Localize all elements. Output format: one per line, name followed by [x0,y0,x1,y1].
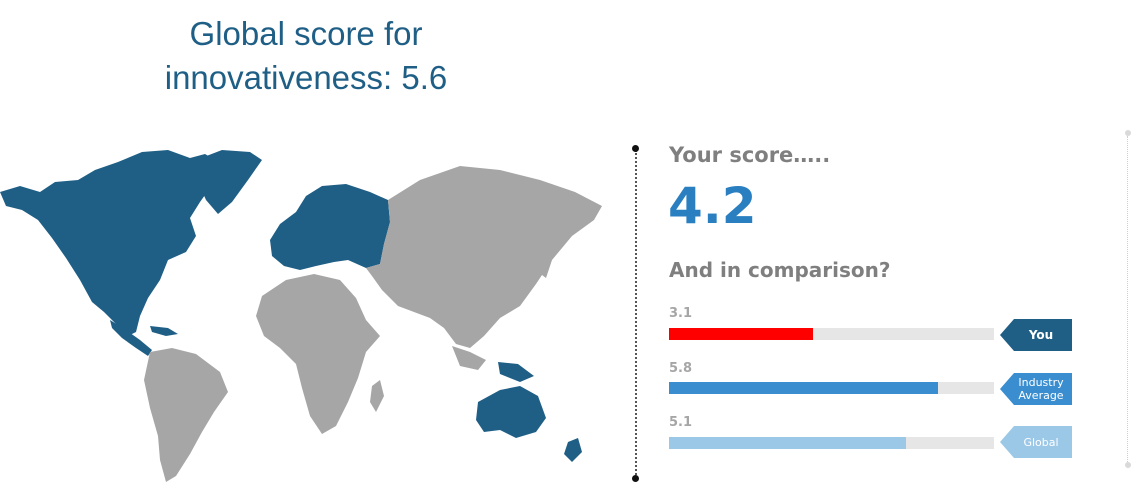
row-value-global: 5.1 [669,415,693,430]
bar-fill-industry-average [669,382,939,394]
row-value-you: 3.1 [669,306,693,321]
bar-track-you [669,328,994,340]
title-line-1: Global score for [189,15,423,52]
map-japan [538,244,552,278]
tag-you-label: You [1028,327,1054,342]
tag-global: Global [1000,426,1072,458]
your-score-value: 4.2 [668,177,757,235]
title-line-2: innovativeness: 5.6 [164,59,448,96]
map-africa [256,274,380,434]
right-divider-dot-top [1125,130,1131,136]
map-greenland [196,150,262,214]
map-asia [366,166,602,348]
page-title: Global score for innovativeness: 5.6 [120,12,492,100]
bar-track-global [669,437,994,449]
bar-fill-you [669,328,813,340]
map-australia [476,386,546,438]
map-central-america [110,320,152,356]
bar-track-industry-average [669,382,994,394]
divider-dot-bottom [632,475,639,482]
map-new-zealand [564,438,582,462]
tag-industry-average-line-1: Industry [1018,376,1064,389]
comparison-label: And in comparison? [669,258,891,282]
map-south-america [144,348,228,482]
right-divider-dot-bottom [1125,462,1131,468]
map-caribbean [150,326,178,336]
map-europe [270,184,390,270]
your-score-label: Your score….. [669,143,831,167]
row-value-industry-average: 5.8 [669,361,693,376]
bar-fill-global [669,437,906,449]
tag-you: You [1000,319,1072,351]
map-new-guinea [498,362,534,382]
map-southeast-asia [452,346,486,370]
divider-dot-top [632,145,639,152]
tag-industry-average-line-2: Average [1018,389,1064,402]
world-map [0,150,602,482]
map-north-america [0,150,226,336]
left-divider [635,150,637,478]
right-divider [1127,136,1128,466]
tag-industry-average: Industry Average [1000,373,1072,405]
map-madagascar [370,380,384,412]
tag-global-label: Global [1023,435,1059,449]
